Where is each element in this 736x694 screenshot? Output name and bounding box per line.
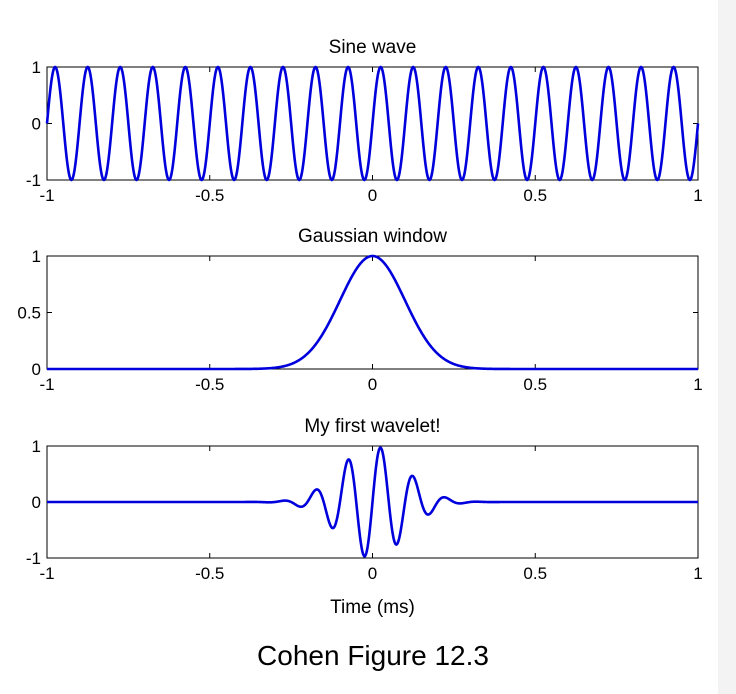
y-tick-label-1-2: 1 — [32, 58, 41, 77]
subplot-1 — [45, 65, 700, 182]
y-tick-label-2-0: 0 — [32, 360, 41, 379]
y-tick-label-3-2: 1 — [32, 437, 41, 456]
subplot-3 — [46, 445, 699, 559]
series-line-2 — [46, 254, 699, 371]
figure-caption: Cohen Figure 12.3 — [257, 640, 489, 671]
y-tick-label-1-1: 0 — [32, 115, 41, 134]
page-edge — [718, 0, 736, 694]
axes-box — [46, 255, 699, 370]
x-tick-label-2-4: 1 — [693, 375, 702, 394]
x-tick-label-2-0: -1 — [39, 375, 54, 394]
x-tick-label-2-1: -0.5 — [195, 375, 224, 394]
x-tick-label-1-3: 0.5 — [523, 186, 547, 205]
y-tick-label-2-1: 0.5 — [17, 304, 41, 323]
x-tick-label-3-3: 0.5 — [523, 564, 547, 583]
y-tick-label-2-2: 1 — [32, 247, 41, 266]
x-tick-label-3-1: -0.5 — [195, 564, 224, 583]
subplot-title-2: Gaussian window — [298, 226, 447, 247]
x-axis-label: Time (ms) — [330, 597, 415, 618]
subplot-2 — [46, 254, 699, 371]
subplot-title-1: Sine wave — [329, 37, 417, 58]
x-tick-label-3-4: 1 — [693, 564, 702, 583]
y-tick-label-3-1: 0 — [32, 493, 41, 512]
y-tick-label-1-0: -1 — [26, 171, 41, 190]
subplot-title-3: My first wavelet! — [304, 416, 440, 437]
x-tick-label-1-1: -0.5 — [195, 186, 224, 205]
x-tick-label-1-4: 1 — [693, 186, 702, 205]
x-tick-label-1-2: 0 — [368, 186, 377, 205]
x-tick-label-3-2: 0 — [368, 564, 377, 583]
x-tick-label-3-0: -1 — [39, 564, 54, 583]
y-tick-label-3-0: -1 — [26, 549, 41, 568]
series-line-3 — [46, 446, 699, 558]
x-tick-label-1-0: -1 — [39, 186, 54, 205]
x-tick-label-2-2: 0 — [368, 375, 377, 394]
series-line-1 — [45, 65, 700, 182]
x-tick-label-2-3: 0.5 — [523, 375, 547, 394]
